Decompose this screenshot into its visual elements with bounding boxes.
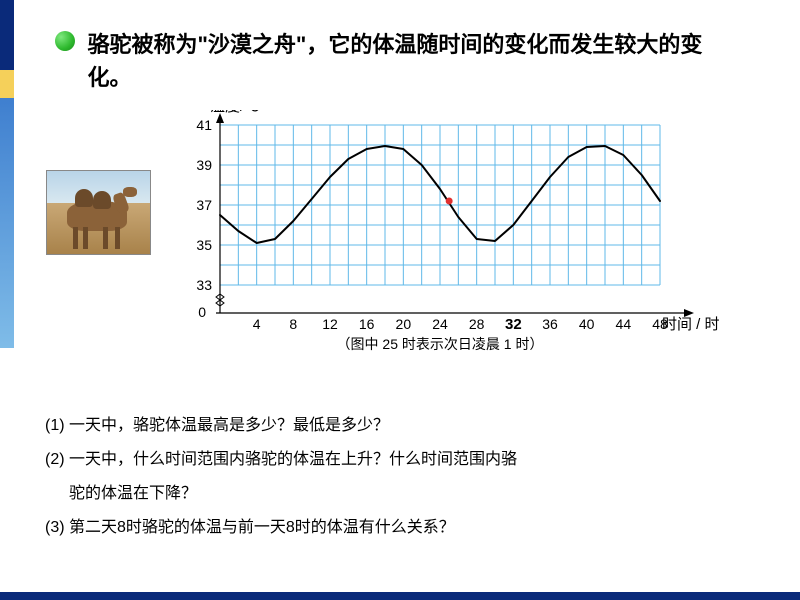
svg-text:16: 16 [359,316,375,332]
svg-text:28: 28 [469,316,485,332]
svg-text:33: 33 [196,277,212,293]
camel-head [123,187,137,197]
svg-text:温度/℃: 温度/℃ [210,110,259,115]
slide-content: 骆驼被称为"沙漠之舟"，它的体温随时间的变化而发生较大的变化。 [55,28,770,94]
chart-area: 033353739414812162024283236404448温度/℃时间 … [40,110,760,360]
svg-text:36: 36 [542,316,558,332]
svg-text:12: 12 [322,316,338,332]
svg-text:40: 40 [579,316,595,332]
svg-text:0: 0 [198,304,206,320]
question-2-line2: 驼的体温在下降？ [45,478,517,510]
svg-text:44: 44 [616,316,632,332]
svg-text:41: 41 [196,117,212,133]
slide-accent-stripe [0,0,14,560]
svg-text:（图中 25 时表示次日凌晨 1 时）: （图中 25 时表示次日凌晨 1 时） [337,336,544,352]
stripe-segment [0,70,14,98]
camel-hump [93,191,111,209]
questions-block: (1) 一天中，骆驼体温最高是多少？最低是多少？ (2) 一天中，什么时间范围内… [45,410,517,546]
question-1: (1) 一天中，骆驼体温最高是多少？最低是多少？ [45,410,517,442]
svg-text:4: 4 [253,316,261,332]
camel-image [46,170,151,255]
camel-leg [115,227,120,249]
svg-text:20: 20 [396,316,412,332]
svg-text:37: 37 [196,197,212,213]
camel-hump [75,189,93,207]
question-2-line1: (2) 一天中，什么时间范围内骆驼的体温在上升？什么时间范围内骆 [45,444,517,476]
stripe-segment [0,0,14,70]
camel-leg [73,227,78,249]
svg-text:时间 / 时: 时间 / 时 [662,316,720,333]
intro-text: 骆驼被称为"沙漠之舟"，它的体温随时间的变化而发生较大的变化。 [87,28,707,94]
camel-leg [103,227,108,249]
svg-text:24: 24 [432,316,448,332]
svg-text:39: 39 [196,157,212,173]
slide-bottom-bar [0,592,800,600]
camel-leg [83,227,88,249]
stripe-segment [0,98,14,348]
svg-text:32: 32 [505,316,522,333]
svg-text:35: 35 [196,237,212,253]
svg-text:8: 8 [289,316,297,332]
question-3: (3) 第二天8时骆驼的体温与前一天8时的体温有什么关系？ [45,512,517,544]
bullet-icon [55,31,75,51]
